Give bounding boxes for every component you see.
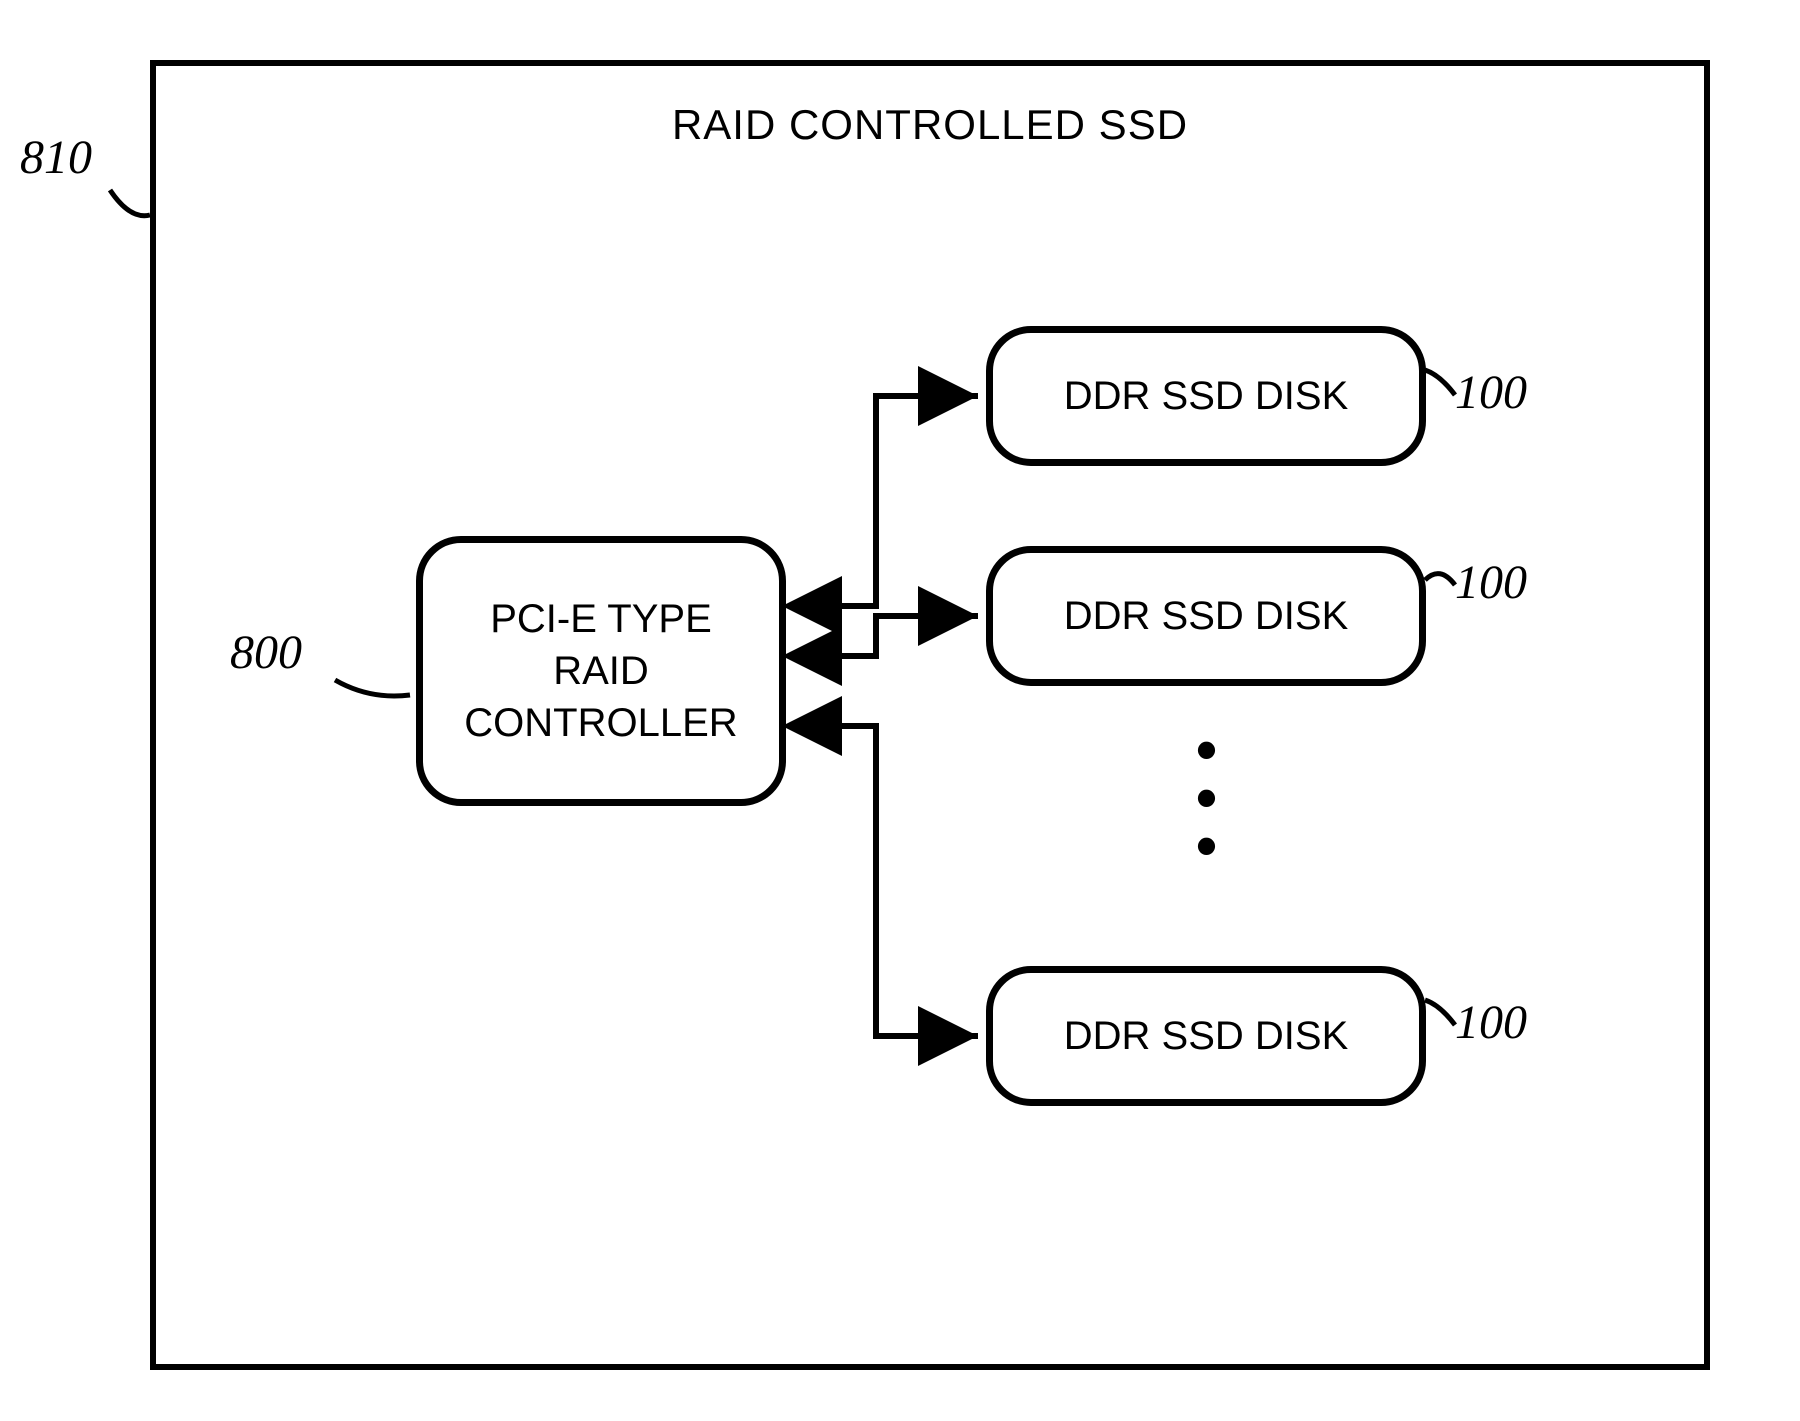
ref-label-100-b: 100 bbox=[1455, 555, 1527, 610]
ref-label-100-a: 100 bbox=[1455, 365, 1527, 420]
connector-lines bbox=[156, 66, 1716, 1376]
ref-label-100-c: 100 bbox=[1455, 995, 1527, 1050]
raid-ssd-container: RAID CONTROLLED SSD PCI-E TYPE RAID CONT… bbox=[150, 60, 1710, 1370]
ref-label-810: 810 bbox=[20, 130, 92, 185]
ref-label-800: 800 bbox=[230, 625, 302, 680]
